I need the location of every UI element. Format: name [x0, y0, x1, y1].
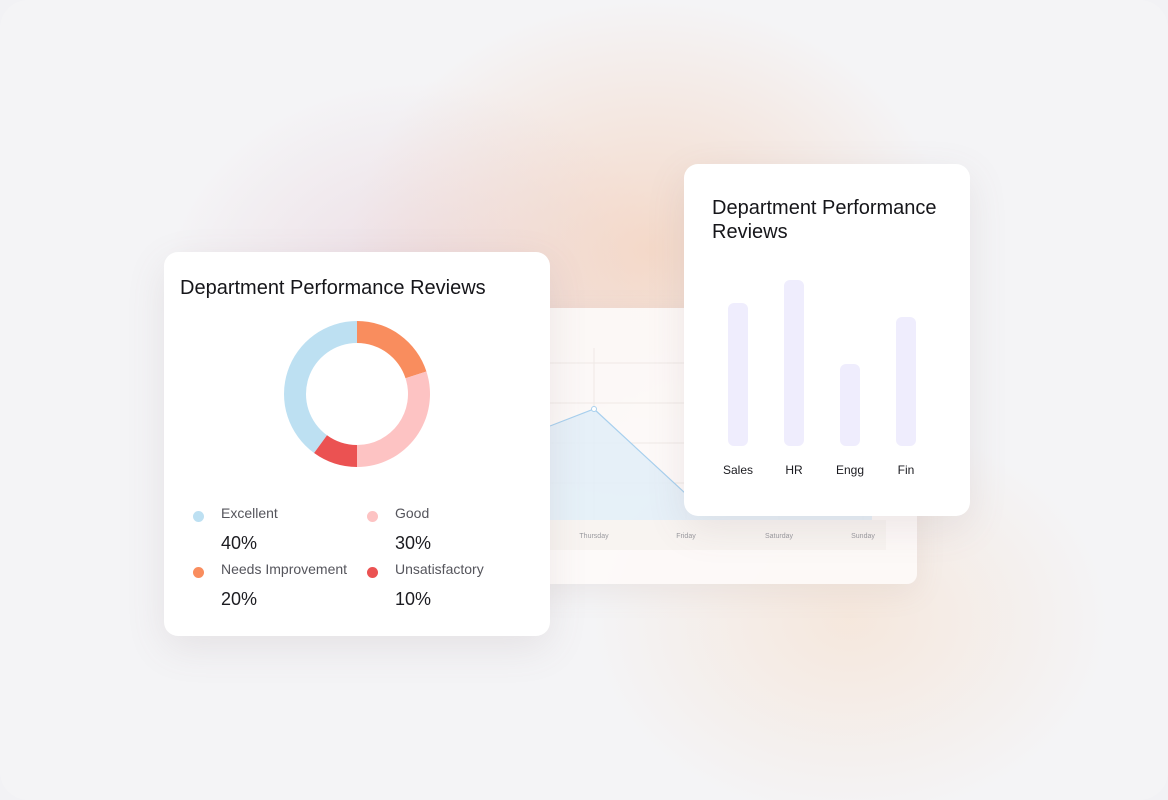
bar-label: Sales: [723, 463, 753, 477]
legend-dot: [193, 567, 204, 578]
x-tick-label: Friday: [676, 533, 696, 540]
bar-sales: [728, 303, 748, 446]
x-tick-label: Thursday: [579, 533, 609, 540]
donut-slice-needs-improvement: [357, 321, 427, 379]
legend-item: Excellent 40%: [193, 504, 363, 564]
chart-title: Department Performance Reviews: [712, 197, 937, 243]
bar-chart: Sales HR Engg Fin: [723, 280, 916, 477]
donut-chart-card: Department Performance Reviews Excellent…: [164, 252, 550, 636]
legend-label: Needs Improvement: [221, 561, 348, 577]
bar-fin: [896, 317, 916, 446]
legend-item: Needs Improvement 20%: [193, 560, 363, 620]
legend-value: 10%: [395, 589, 432, 609]
legend-item: Unsatisfactory 10%: [367, 560, 537, 620]
bar-chart-card: Department Performance Reviews Sales HR En…: [684, 164, 970, 516]
legend-dot: [367, 511, 378, 522]
legend-dot: [367, 567, 378, 578]
chart-title: Department Performance Reviews: [180, 277, 486, 299]
bar-hr: [784, 280, 804, 446]
bar-label: Engg: [836, 463, 864, 477]
bar-label: HR: [785, 463, 803, 477]
legend-label: Unsatisfactory: [395, 561, 484, 577]
donut-slice-good: [357, 371, 430, 467]
legend-label: Good: [395, 505, 430, 521]
bar-label: Fin: [898, 463, 915, 477]
legend-item: Good 30%: [367, 504, 537, 564]
x-tick-label: Saturday: [765, 533, 794, 540]
x-tick-label: Sunday: [851, 533, 875, 540]
legend-value: 20%: [221, 589, 258, 609]
legend-value: 30%: [395, 533, 432, 553]
donut-chart: [284, 321, 430, 467]
legend-value: 40%: [221, 533, 258, 553]
legend-dot: [193, 511, 204, 522]
area-fill: [550, 409, 872, 520]
legend-label: Excellent: [221, 505, 278, 521]
area-point: [591, 406, 597, 412]
donut-slice-unsatisfactory: [314, 435, 357, 467]
donut-slice-excellent: [284, 321, 357, 454]
bar-engg: [840, 364, 860, 446]
